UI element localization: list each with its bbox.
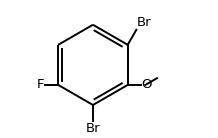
Text: Br: Br (86, 122, 100, 135)
Text: F: F (37, 78, 44, 91)
Text: Br: Br (137, 16, 152, 29)
Text: O: O (142, 78, 152, 91)
